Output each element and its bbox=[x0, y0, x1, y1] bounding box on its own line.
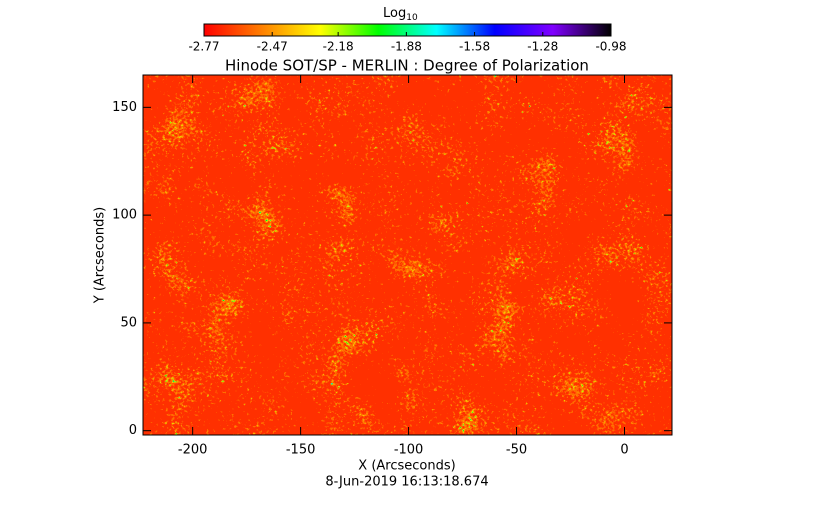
y-tick-label: 50 bbox=[120, 315, 137, 330]
colorbar-tick-label: -2.77 bbox=[188, 40, 219, 54]
colorbar-tick-label: -2.47 bbox=[257, 40, 288, 54]
x-tick-label: -200 bbox=[178, 443, 208, 458]
plot-frame bbox=[142, 74, 673, 436]
colorbar-tick-label: -1.88 bbox=[391, 40, 422, 54]
colorbar-tick-label: -1.28 bbox=[527, 40, 558, 54]
colorbar-label-text: Log bbox=[383, 6, 406, 21]
y-tick-label: 150 bbox=[112, 100, 137, 115]
footer: 8-Jun-2019 16:13:18.674 bbox=[325, 475, 488, 490]
x-tick-label: -50 bbox=[506, 443, 527, 458]
x-axis-label: X (Arcseconds) bbox=[358, 459, 455, 474]
y-tick-label: 0 bbox=[129, 423, 137, 438]
colorbar bbox=[203, 23, 612, 37]
colorbar-tick-label: -1.58 bbox=[459, 40, 490, 54]
x-tick-label: -150 bbox=[286, 443, 316, 458]
colorbar-tick-label: -2.18 bbox=[323, 40, 354, 54]
x-tick-label: 0 bbox=[620, 443, 628, 458]
colorbar-label: Log10 bbox=[383, 6, 418, 23]
y-tick-label: 100 bbox=[112, 208, 137, 223]
chart-title: Hinode SOT/SP - MERLIN : Degree of Polar… bbox=[225, 57, 589, 75]
map-image bbox=[143, 75, 672, 435]
y-axis-label: Y (Arcseconds) bbox=[93, 207, 108, 304]
colorbar-tick-label: -0.98 bbox=[595, 40, 626, 54]
x-tick-label: -100 bbox=[394, 443, 424, 458]
colorbar-label-subscript: 10 bbox=[406, 13, 418, 23]
